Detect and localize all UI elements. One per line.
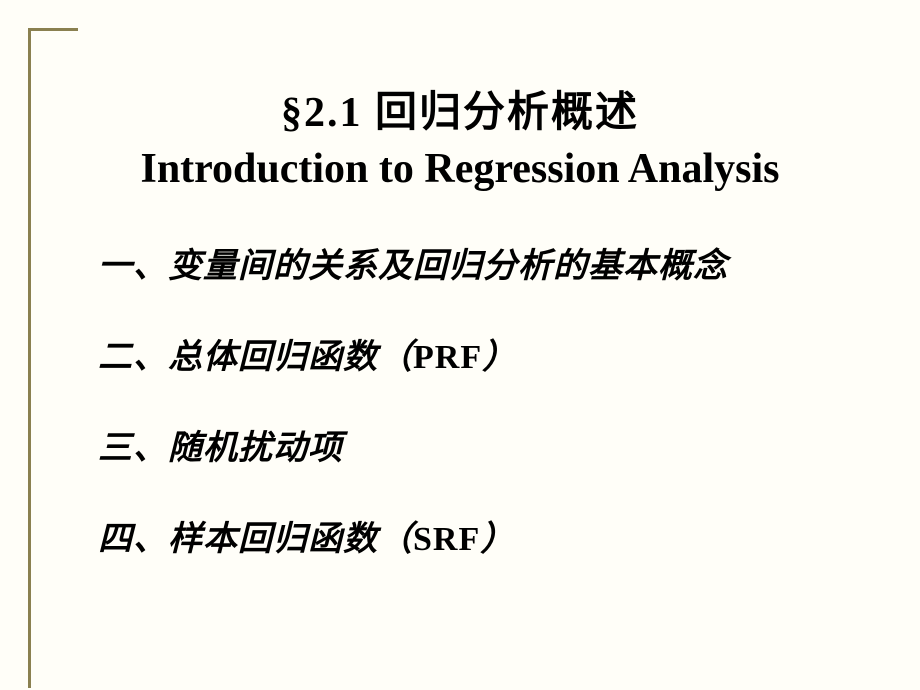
list-item-suffix: PRF — [413, 339, 482, 376]
list-item-close: ） — [480, 521, 515, 558]
list-item-suffix: SRF — [413, 521, 480, 558]
list-item-close: ） — [482, 339, 517, 376]
list-item-text: 二、总体回归函数（ — [98, 339, 413, 376]
slide-border-top — [28, 28, 78, 31]
list-item: 二、总体回归函数（PRF） — [98, 329, 858, 378]
list-item-text: 三、随机扰动项 — [98, 430, 343, 467]
list-item-text: 四、样本回归函数（ — [98, 521, 413, 558]
title-chinese: §2.1 回归分析概述 — [0, 78, 920, 139]
title-block: §2.1 回归分析概述 Introduction to Regression A… — [0, 78, 920, 193]
content-list: 一、变量间的关系及回归分析的基本概念 二、总体回归函数（PRF） 三、随机扰动项… — [98, 238, 858, 602]
list-item: 四、样本回归函数（SRF） — [98, 511, 858, 560]
list-item: 一、变量间的关系及回归分析的基本概念 — [98, 238, 858, 287]
list-item: 三、随机扰动项 — [98, 420, 858, 469]
title-english: Introduction to Regression Analysis — [0, 145, 920, 193]
list-item-text: 一、变量间的关系及回归分析的基本概念 — [98, 248, 728, 285]
